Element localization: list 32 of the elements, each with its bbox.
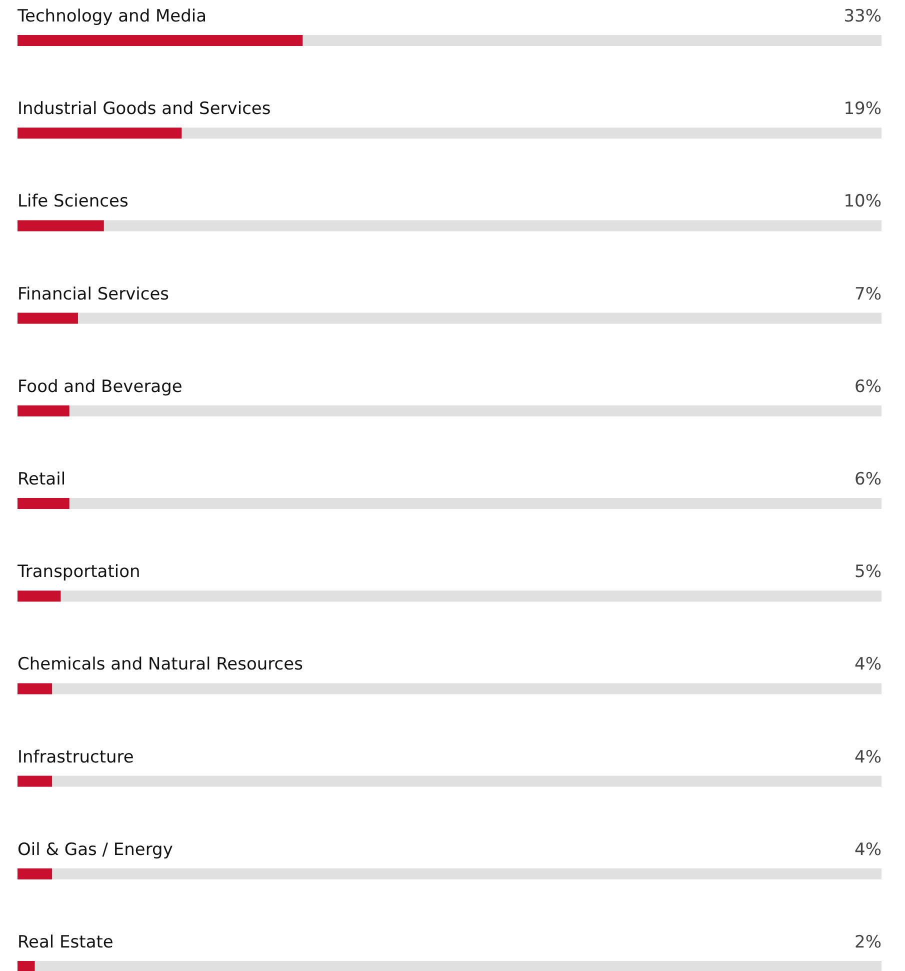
- y-tick-label: Oil & Gas / Energy: [18, 840, 173, 860]
- bar: [18, 312, 78, 324]
- y-tick-label: Real Estate: [18, 932, 114, 952]
- y-tick-label: Transportation: [16, 562, 140, 582]
- bar: [18, 590, 61, 602]
- y-tick-label: Infrastructure: [18, 747, 134, 768]
- bar: [18, 498, 70, 509]
- y-tick-label: Chemicals and Natural Resources: [18, 654, 304, 675]
- y-tick-label: Financial Services: [18, 284, 170, 304]
- data-label: 4%: [854, 654, 882, 675]
- bar: [18, 220, 104, 232]
- data-label: 10%: [844, 192, 882, 212]
- data-label: 4%: [854, 747, 882, 768]
- y-tick-label: Food and Beverage: [18, 376, 182, 397]
- data-label: 6%: [854, 470, 882, 490]
- data-label: 19%: [844, 99, 882, 120]
- bar: [18, 683, 52, 694]
- data-label: 7%: [854, 284, 882, 304]
- y-tick-label: Technology and Media: [16, 6, 207, 26]
- bar: [18, 868, 52, 880]
- data-label: 2%: [854, 932, 882, 952]
- y-tick-label: Retail: [18, 470, 66, 490]
- y-tick-label: Life Sciences: [18, 192, 128, 212]
- bar: [18, 405, 70, 416]
- data-label: 4%: [854, 840, 882, 860]
- data-label: 5%: [854, 562, 882, 582]
- bar: [18, 128, 182, 139]
- bar: [18, 961, 35, 971]
- data-label: 6%: [854, 376, 882, 397]
- bar: [18, 776, 52, 787]
- y-tick-label: Industrial Goods and Services: [18, 99, 271, 120]
- data-label: 33%: [844, 6, 882, 26]
